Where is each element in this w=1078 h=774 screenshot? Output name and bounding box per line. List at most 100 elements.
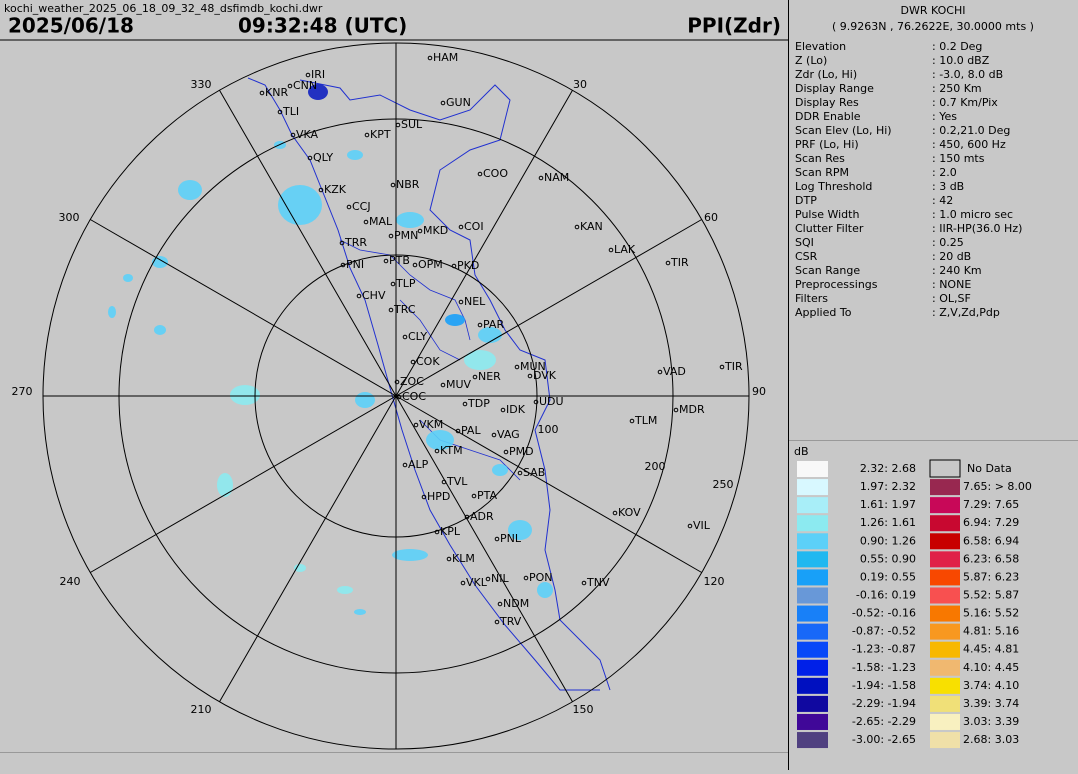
place-marker xyxy=(421,494,427,500)
place-marker xyxy=(440,382,446,388)
place-label: PAL xyxy=(461,424,481,437)
product: PPI(Zdr) xyxy=(687,14,781,38)
legend-label: 2.32: 2.68 xyxy=(860,462,916,475)
place-marker xyxy=(290,132,296,138)
place-label: KNR xyxy=(265,86,288,99)
param-label: Log Threshold xyxy=(795,180,872,193)
place-label: IDK xyxy=(506,403,526,416)
legend-label: 6.58: 6.94 xyxy=(963,534,1019,547)
param-value: : 150 mts xyxy=(932,152,985,165)
place-marker xyxy=(390,182,396,188)
place-label: KAN xyxy=(580,220,603,233)
legend-label: 6.23: 6.58 xyxy=(963,552,1019,565)
legend-label: -1.23: -0.87 xyxy=(852,643,916,656)
legend-label: 3.39: 3.74 xyxy=(963,697,1019,710)
echo xyxy=(396,212,424,228)
place-label: TRV xyxy=(499,615,522,628)
legend-swatch xyxy=(930,587,960,604)
echo xyxy=(217,473,233,497)
place-label: UDU xyxy=(539,395,564,408)
echo xyxy=(354,609,366,615)
place-marker xyxy=(581,580,587,586)
station-name: DWR KOCHI xyxy=(901,4,966,17)
place-label: KPT xyxy=(370,128,391,141)
place-marker xyxy=(523,575,529,581)
echo xyxy=(537,582,553,598)
param-label: Clutter Filter xyxy=(795,222,864,235)
spoke xyxy=(219,90,397,397)
legend-label: -0.16: 0.19 xyxy=(856,588,916,601)
spoke xyxy=(395,90,573,397)
legend-label: 1.26: 1.61 xyxy=(860,516,916,529)
place-label: TRC xyxy=(393,303,416,316)
place-marker xyxy=(485,576,491,582)
place-marker xyxy=(665,260,671,266)
place-marker xyxy=(464,514,470,520)
param-value: : NONE xyxy=(932,278,971,291)
place-label: MAL xyxy=(369,215,393,228)
legend-label: 4.81: 5.16 xyxy=(963,625,1019,638)
legend-swatch xyxy=(930,677,960,694)
place-label: NDM xyxy=(503,597,529,610)
legend-swatch xyxy=(930,479,960,496)
echo xyxy=(478,327,502,343)
legend-label: -2.29: -1.94 xyxy=(852,697,916,710)
legend-label: -3.00: -2.65 xyxy=(852,733,916,746)
param-value: : 0.2 Deg xyxy=(932,40,982,53)
place-marker xyxy=(455,428,461,434)
place-label: MDR xyxy=(679,403,705,416)
legend-swatch xyxy=(930,551,960,568)
echo xyxy=(392,549,428,561)
place-marker xyxy=(497,601,503,607)
place-marker xyxy=(629,418,635,424)
place-label: VAD xyxy=(663,365,686,378)
param-value: : 1.0 micro sec xyxy=(932,208,1013,221)
azimuth-label: 30 xyxy=(573,78,587,91)
echo xyxy=(347,150,363,160)
place-label: NIL xyxy=(491,572,509,585)
place-label: KOV xyxy=(618,506,641,519)
legend-swatch xyxy=(797,641,828,658)
place-label: COC xyxy=(402,390,426,403)
place-marker xyxy=(574,224,580,230)
place-label: TLM xyxy=(634,414,657,427)
legend-label: -0.52: -0.16 xyxy=(852,607,916,620)
legend-label: 1.97: 2.32 xyxy=(860,480,916,493)
azimuth-label: 90 xyxy=(752,385,766,398)
place-label: GUN xyxy=(446,96,471,109)
place-label: TNV xyxy=(586,576,610,589)
place-marker xyxy=(277,109,283,115)
coastline xyxy=(247,77,600,691)
place-marker xyxy=(458,224,464,230)
place-marker xyxy=(388,307,394,313)
place-label: TIR xyxy=(724,360,743,373)
place-marker xyxy=(472,374,478,380)
legend-label: 7.65: > 8.00 xyxy=(963,480,1032,493)
place-label: NEL xyxy=(464,295,486,308)
place-label: KTM xyxy=(440,444,463,457)
place-label: KLM xyxy=(452,552,475,565)
param-label: Display Res xyxy=(795,96,859,109)
param-value: : 2.0 xyxy=(932,166,957,179)
place-label: VKL xyxy=(466,576,488,589)
legend-swatch xyxy=(930,695,960,712)
param-label: CSR xyxy=(795,250,818,263)
param-value: : 0.2,21.0 Deg xyxy=(932,124,1010,137)
place-label: VIL xyxy=(693,519,711,532)
place-marker xyxy=(396,394,402,400)
legend-swatch xyxy=(797,677,828,694)
param-label: Display Range xyxy=(795,82,874,95)
legend-swatch xyxy=(797,569,828,586)
place-label: ALP xyxy=(408,458,429,471)
place-label: PNL xyxy=(500,532,522,545)
place-label: CCJ xyxy=(352,200,371,213)
place-marker xyxy=(538,175,544,181)
param-value: : 3 dB xyxy=(932,180,964,193)
place-label: HPD xyxy=(427,490,450,503)
echo xyxy=(152,256,168,268)
time: 09:32:48 (UTC) xyxy=(238,14,407,38)
param-value: : 250 Km xyxy=(932,82,982,95)
echo xyxy=(492,464,508,476)
place-marker xyxy=(657,369,663,375)
